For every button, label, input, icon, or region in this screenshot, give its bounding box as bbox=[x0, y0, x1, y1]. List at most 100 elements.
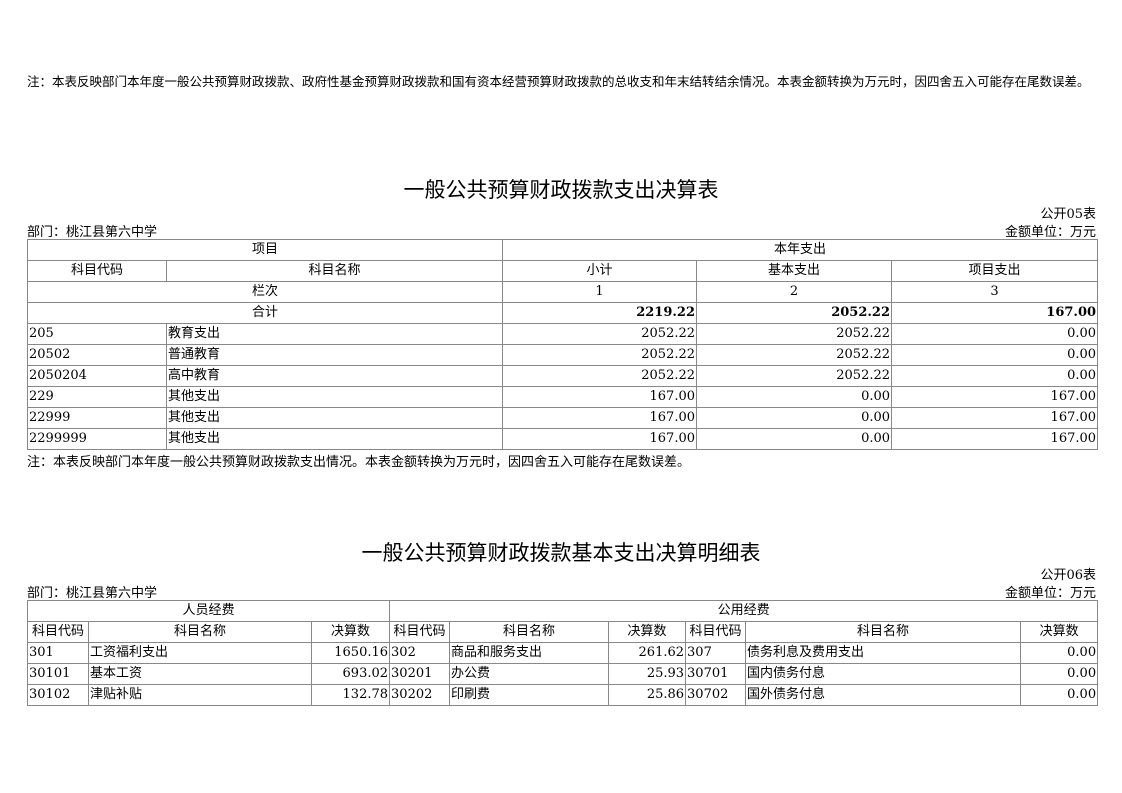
table-cell: 商品和服务支出 bbox=[449, 642, 610, 664]
header-public: 公用经费 bbox=[389, 600, 1099, 622]
table-cell: 0.00 bbox=[696, 428, 893, 450]
table-cell: 债务利息及费用支出 bbox=[745, 642, 1022, 664]
table-cell: 167.00 bbox=[891, 428, 1099, 450]
table05-code: 公开05表 bbox=[1040, 207, 1096, 222]
total-subtotal: 2219.22 bbox=[502, 302, 698, 324]
header-amount: 决算数 bbox=[1020, 621, 1099, 643]
table-cell: 津贴补贴 bbox=[88, 684, 312, 706]
header-item: 项目 bbox=[26, 239, 504, 261]
table-cell: 2052.22 bbox=[502, 365, 698, 387]
table-cell: 693.02 bbox=[310, 663, 391, 685]
table-cell: 167.00 bbox=[502, 428, 698, 450]
table05-title: 一般公共预算财政拨款支出决算表 bbox=[403, 178, 719, 202]
table-row: 30101 基本工资 693.02 30201 办公费 25.93 30701 国内债务付息 0… bbox=[27, 663, 1099, 685]
header-subtotal: 小计 bbox=[502, 260, 698, 282]
header-code: 科目代码 bbox=[389, 621, 451, 643]
table-cell: 30102 bbox=[27, 684, 89, 706]
total-project: 167.00 bbox=[891, 302, 1099, 324]
table-row: 2299999 其他支出 167.00 0.00 167.00 bbox=[27, 428, 1099, 450]
table-cell: 167.00 bbox=[891, 407, 1099, 429]
table-cell: 20502 bbox=[27, 344, 167, 366]
table06-code: 公开06表 bbox=[1040, 568, 1096, 583]
table-cell: 302 bbox=[389, 642, 451, 664]
header-amount: 决算数 bbox=[608, 621, 687, 643]
header-code: 科目代码 bbox=[685, 621, 747, 643]
header-name: 科目名称 bbox=[88, 621, 312, 643]
table-cell: 普通教育 bbox=[165, 344, 504, 366]
header-personnel: 人员经费 bbox=[26, 600, 391, 622]
table06-unit: 金额单位：万元 bbox=[1004, 586, 1096, 601]
table-cell: 167.00 bbox=[502, 407, 698, 429]
header-column-no: 栏次 bbox=[26, 281, 504, 303]
table-cell: 25.93 bbox=[608, 663, 687, 685]
total-label: 合计 bbox=[26, 302, 504, 324]
table-cell: 261.62 bbox=[608, 642, 687, 664]
table-cell: 2052.22 bbox=[502, 323, 698, 345]
table-cell: 2052.22 bbox=[502, 344, 698, 366]
table05: 项目 本年支出 科目代码 科目名称 小计 基本支出 项目支出 栏次 1 2 3 合计 2219.2… bbox=[26, 239, 1099, 450]
top-note: 注：本表反映部门本年度一般公共预算财政拨款、政府性基金预算财政拨款和国有资本经营… bbox=[27, 74, 1090, 89]
header-basic: 基本支出 bbox=[696, 260, 893, 282]
table-cell: 2052.22 bbox=[696, 344, 893, 366]
table06: 人员经费 公用经费 科目代码 科目名称 决算数 科目代码 科目名称 决算数 科目代码 科目名… bbox=[26, 600, 1099, 706]
table-cell: 30201 bbox=[389, 663, 451, 685]
table-cell: 其他支出 bbox=[165, 386, 504, 408]
table05-unit: 金额单位：万元 bbox=[1004, 225, 1096, 240]
table-cell: 205 bbox=[27, 323, 167, 345]
table-cell: 307 bbox=[685, 642, 747, 664]
table06-dept: 部门：桃江县第六中学 bbox=[27, 586, 158, 601]
header-name: 科目名称 bbox=[165, 260, 504, 282]
table-cell: 基本工资 bbox=[88, 663, 312, 685]
table-cell: 167.00 bbox=[502, 386, 698, 408]
table-cell: 30202 bbox=[389, 684, 451, 706]
table-cell: 25.86 bbox=[608, 684, 687, 706]
table-cell: 教育支出 bbox=[165, 323, 504, 345]
table-cell: 30101 bbox=[27, 663, 89, 685]
table-cell: 0.00 bbox=[1020, 684, 1099, 706]
table-cell: 30702 bbox=[685, 684, 747, 706]
total-row: 合计 2219.22 2052.22 167.00 bbox=[26, 302, 1099, 324]
header-name: 科目名称 bbox=[745, 621, 1022, 643]
table-row: 30102 津贴补贴 132.78 30202 印刷费 25.86 30702 国外债务付息 0… bbox=[27, 684, 1099, 706]
table-cell: 办公费 bbox=[449, 663, 610, 685]
table-cell: 0.00 bbox=[891, 344, 1099, 366]
header-code: 科目代码 bbox=[27, 260, 167, 282]
table05-dept: 部门：桃江县第六中学 bbox=[27, 225, 158, 240]
table-cell: 0.00 bbox=[1020, 663, 1099, 685]
header-amount: 决算数 bbox=[310, 621, 391, 643]
col-3: 3 bbox=[891, 281, 1099, 303]
table-row: 301 工资福利支出 1650.16 302 商品和服务支出 261.62 307 债务利息及… bbox=[27, 642, 1099, 664]
table-cell: 22999 bbox=[27, 407, 167, 429]
table-cell: 国内债务付息 bbox=[745, 663, 1022, 685]
header-year: 本年支出 bbox=[502, 239, 1099, 261]
table05-note: 注：本表反映部门本年度一般公共预算财政拨款支出情况。本表金额转换为万元时，因四舍… bbox=[27, 455, 691, 470]
table-cell: 0.00 bbox=[1020, 642, 1099, 664]
total-basic: 2052.22 bbox=[696, 302, 893, 324]
table-cell: 167.00 bbox=[891, 386, 1099, 408]
table-cell: 0.00 bbox=[891, 323, 1099, 345]
table-cell: 其他支出 bbox=[165, 407, 504, 429]
table-cell: 2052.22 bbox=[696, 323, 893, 345]
table-cell: 2052.22 bbox=[696, 365, 893, 387]
table06-title: 一般公共预算财政拨款基本支出决算明细表 bbox=[361, 541, 761, 565]
table-cell: 2050204 bbox=[27, 365, 167, 387]
table-cell: 0.00 bbox=[696, 407, 893, 429]
table-cell: 30701 bbox=[685, 663, 747, 685]
table-row: 22999 其他支出 167.00 0.00 167.00 bbox=[27, 407, 1099, 429]
header-project: 项目支出 bbox=[891, 260, 1099, 282]
table-cell: 2299999 bbox=[27, 428, 167, 450]
table-cell: 工资福利支出 bbox=[88, 642, 312, 664]
col-2: 2 bbox=[696, 281, 893, 303]
table-cell: 印刷费 bbox=[449, 684, 610, 706]
table-cell: 229 bbox=[27, 386, 167, 408]
header-code: 科目代码 bbox=[27, 621, 89, 643]
header-name: 科目名称 bbox=[449, 621, 610, 643]
table-cell: 132.78 bbox=[310, 684, 391, 706]
table-cell: 1650.16 bbox=[310, 642, 391, 664]
table-cell: 0.00 bbox=[696, 386, 893, 408]
table-cell: 高中教育 bbox=[165, 365, 504, 387]
table-row: 205 教育支出 2052.22 2052.22 0.00 bbox=[27, 323, 1099, 345]
table-cell: 国外债务付息 bbox=[745, 684, 1022, 706]
table-cell: 0.00 bbox=[891, 365, 1099, 387]
table-row: 229 其他支出 167.00 0.00 167.00 bbox=[27, 386, 1099, 408]
